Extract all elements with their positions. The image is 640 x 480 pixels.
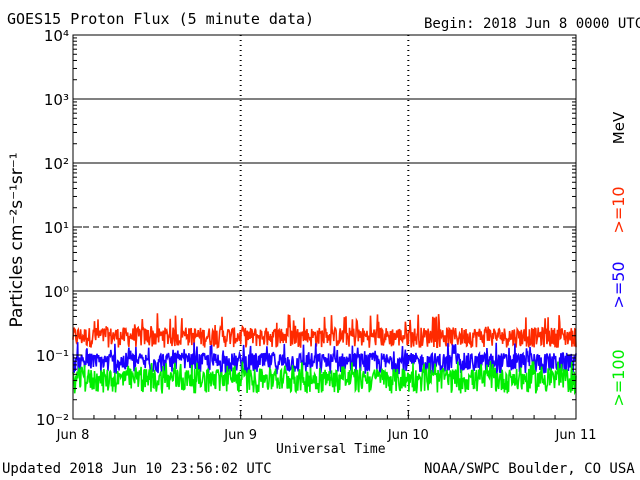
- y-tick-label: 10⁻²: [36, 411, 69, 429]
- legend-unit: MeV: [610, 111, 628, 144]
- series-line-gte50: [72, 342, 577, 375]
- x-tick-label: Jun 9: [223, 428, 257, 443]
- y-tick-label: 10⁰: [44, 283, 69, 301]
- x-tick-label: Jun 10: [387, 428, 429, 443]
- chart-title: GOES15 Proton Flux (5 minute data): [7, 10, 315, 28]
- x-tick-label: Jun 8: [56, 428, 90, 443]
- series-layer: [72, 313, 577, 396]
- y-tick-label: 10⁻¹: [36, 347, 69, 365]
- y-tick-label: 10⁴: [44, 27, 69, 45]
- y-tick-label: 10²: [44, 155, 69, 173]
- y-axis-label: Particles cm⁻²s⁻¹sr⁻¹: [7, 152, 27, 327]
- updated-timestamp: Updated 2018 Jun 10 23:56:02 UTC: [2, 461, 272, 477]
- series-line-gte100: [72, 361, 577, 396]
- legend-label: >=50: [609, 261, 628, 308]
- series-line-gte10: [72, 313, 577, 349]
- begin-time-label: Begin: 2018 Jun 8 0000 UTC: [424, 16, 640, 32]
- credit-label: NOAA/SWPC Boulder, CO USA: [424, 461, 635, 477]
- legend-layer: >=10 >=50 >=100 MeV: [609, 111, 628, 407]
- x-tick-label: Jun 11: [555, 428, 597, 443]
- x-axis-label: Universal Time: [276, 442, 386, 457]
- axis-layer: 10⁻² 10⁻¹ 10⁰ 10¹ 10² 10³ 10⁴ Jun 8 Jun 9 Jun 10 J…: [36, 27, 597, 443]
- y-tick-label: 10³: [44, 91, 69, 109]
- y-tick-label: 10¹: [44, 219, 69, 237]
- legend-label: >=100: [609, 349, 628, 406]
- legend-label: >=10: [609, 186, 628, 233]
